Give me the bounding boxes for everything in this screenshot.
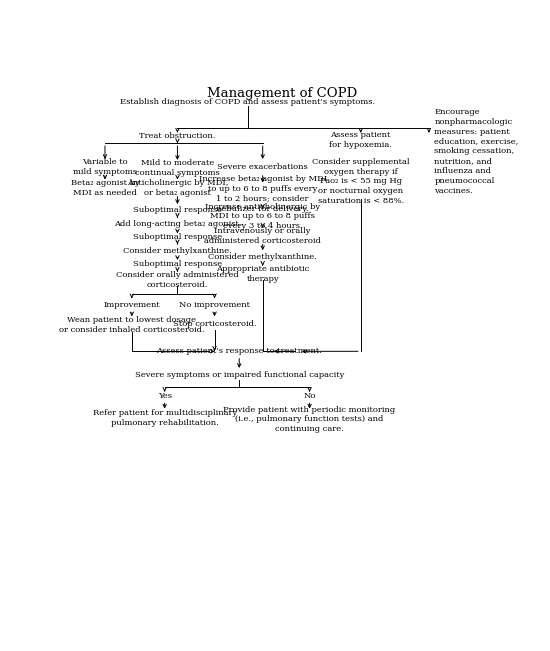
Text: No improvement: No improvement [179,301,250,309]
Text: Consider supplemental
oxygen therapy if
Pao₂ is < 55 mg Hg
or nocturnal oxygen
s: Consider supplemental oxygen therapy if … [312,158,410,205]
Text: Add long-acting beta₂ agonist.: Add long-acting beta₂ agonist. [114,220,241,228]
Text: Suboptimal response: Suboptimal response [133,233,222,241]
Text: Wean patient to lowest dosage
or consider inhaled corticosteroid.: Wean patient to lowest dosage or conside… [59,316,205,334]
Text: Suboptimal response: Suboptimal response [133,206,222,214]
Text: Treat obstruction.: Treat obstruction. [139,132,216,140]
Text: Establish diagnosis of COPD and assess patient's symptoms.: Establish diagnosis of COPD and assess p… [120,98,375,105]
Text: Yes: Yes [158,392,172,400]
Text: Increase anticholinergic by
MDI to up to 6 to 8 puffs
every 3 to 4 hours.: Increase anticholinergic by MDI to up to… [205,202,320,230]
Text: Management of COPD: Management of COPD [207,87,357,100]
Text: Refer patient for multidisciplinary
pulmonary rehabilitation.: Refer patient for multidisciplinary pulm… [92,409,237,427]
Text: Variable to
mild symptoms: Variable to mild symptoms [73,158,137,176]
Text: Improvement: Improvement [103,301,160,309]
Text: Provide patient with periodic monitoring
(i.e., pulmonary function tests) and
co: Provide patient with periodic monitoring… [223,406,395,434]
Text: Increase beta₂ agonist by MDI
to up to 6 to 8 puffs every
1 to 2 hours; consider: Increase beta₂ agonist by MDI to up to 6… [199,175,327,213]
Text: Appropriate antibiotic
therapy: Appropriate antibiotic therapy [216,265,310,283]
Text: Assess patient's response to treatment.: Assess patient's response to treatment. [156,348,322,355]
Text: Encourage
nonpharmacologic
measures: patient
education, exercise,
smoking cessat: Encourage nonpharmacologic measures: pat… [434,108,519,195]
Text: Suboptimal response: Suboptimal response [133,260,222,268]
Text: Stop corticosteroid.: Stop corticosteroid. [173,320,256,328]
Text: Beta₂ agonist by
MDI as needed: Beta₂ agonist by MDI as needed [70,180,139,197]
Text: Severe symptoms or impaired functional capacity: Severe symptoms or impaired functional c… [135,371,344,380]
Text: Assess patient
for hypoxemia.: Assess patient for hypoxemia. [329,131,392,148]
Text: Consider methylxanthine.: Consider methylxanthine. [123,247,232,255]
Text: Consider methylxanthine.: Consider methylxanthine. [208,253,317,261]
Text: Mild to moderate
continual symptoms: Mild to moderate continual symptoms [135,159,220,177]
Text: Anticholinergic by MDI,
or beta₂ agonist: Anticholinergic by MDI, or beta₂ agonist [126,179,228,197]
Text: Severe exacerbations: Severe exacerbations [217,163,308,171]
Text: Consider orally administered
corticosteroid.: Consider orally administered corticoster… [116,271,239,288]
Text: No: No [304,392,316,400]
Text: Intravenously or orally
administered corticosteroid: Intravenously or orally administered cor… [204,227,321,245]
